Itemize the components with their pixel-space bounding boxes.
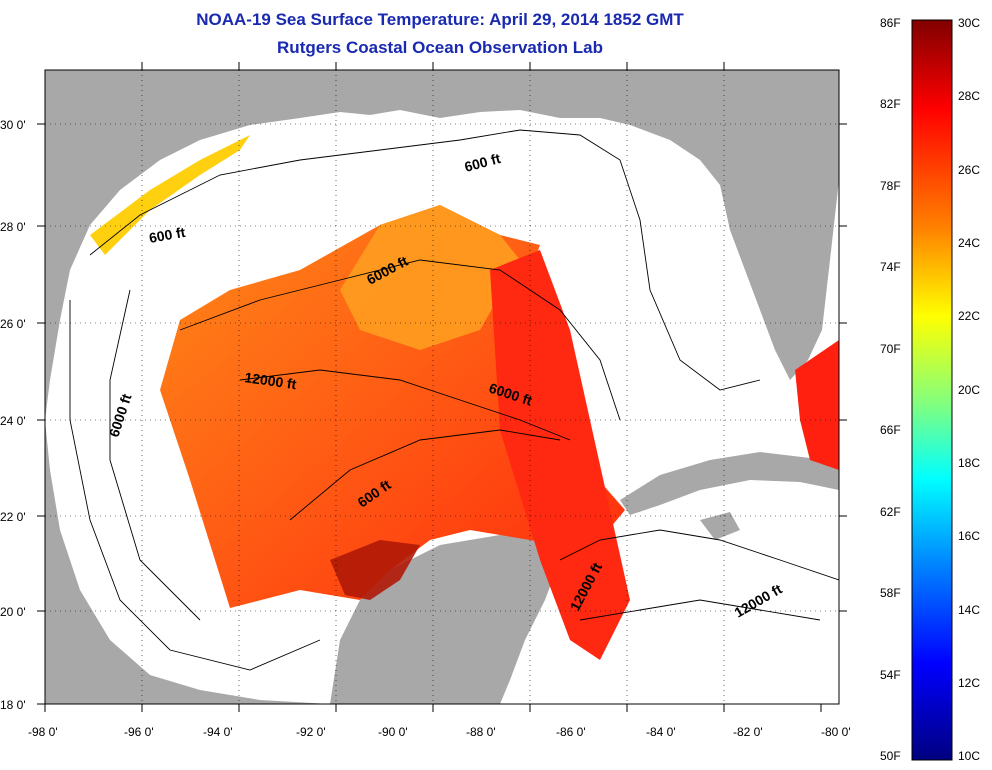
colorbar-f-label: 66F: [880, 423, 901, 437]
lat-tick-label: 18 0': [0, 698, 26, 712]
lon-tick-label: -96 0': [124, 725, 154, 739]
land-caribbean-isles: [700, 512, 740, 540]
lon-tick-label: -84 0': [646, 725, 676, 739]
colorbar-c-label: 26C: [958, 163, 980, 177]
colorbar-f-label: 54F: [880, 668, 901, 682]
map-frame: [44, 69, 840, 705]
sst-strip-straits: [795, 340, 839, 470]
lon-tick-label: -88 0': [466, 725, 496, 739]
land-us-coast: [45, 70, 839, 420]
lon-tick-label: -80 0': [821, 725, 851, 739]
land-cuba: [620, 452, 839, 515]
colorbar-f-label: 74F: [880, 260, 901, 274]
colorbar-f-label: 82F: [880, 97, 901, 111]
tick-marks: [37, 62, 847, 712]
title-line-1: NOAA-19 Sea Surface Temperature: April 2…: [196, 10, 684, 29]
sst-patch-hot: [330, 540, 420, 600]
colorbar-c-label: 28C: [958, 89, 980, 103]
lat-tick-label: 26 0': [0, 317, 26, 331]
lon-tick-label: -98 0': [28, 725, 58, 739]
colorbar-c-label: 10C: [958, 749, 980, 763]
colorbar: [911, 19, 953, 761]
land-mexico-west: [45, 420, 330, 704]
colorbar-c-label: 16C: [958, 529, 980, 543]
colorbar-f-label: 50F: [880, 749, 901, 763]
lon-tick-label: -90 0': [378, 725, 408, 739]
colorbar-c-label: 20C: [958, 383, 980, 397]
colorbar-c-label: 12C: [958, 676, 980, 690]
lon-tick-label: -86 0': [556, 725, 586, 739]
colorbar-f-label: 86F: [880, 16, 901, 30]
colorbar-f-label: 58F: [880, 586, 901, 600]
contour-label-600ft-nw: 600 ft: [148, 224, 187, 246]
sst-strip-nw: [90, 135, 250, 255]
lat-tick-label: 22 0': [0, 510, 26, 524]
colorbar-c-label: 30C: [958, 16, 980, 30]
sst-patch-cool: [340, 205, 520, 350]
colorbar-c-label: 22C: [958, 309, 980, 323]
title-line-2: Rutgers Coastal Ocean Observation Lab: [277, 38, 603, 57]
lon-tick-label: -92 0': [296, 725, 326, 739]
lon-tick-label: -94 0': [203, 725, 233, 739]
colorbar-c-label: 18C: [958, 456, 980, 470]
lat-tick-label: 20 0': [0, 605, 26, 619]
colorbar-f-label: 62F: [880, 505, 901, 519]
contour-label-12000ft-central: 12000 ft: [244, 369, 298, 392]
lon-tick-label: -82 0': [733, 725, 763, 739]
lat-tick-label: 30 0': [0, 118, 26, 132]
colorbar-c-label: 14C: [958, 603, 980, 617]
colorbar-f-label: 78F: [880, 179, 901, 193]
colorbar-f-label: 70F: [880, 342, 901, 356]
lat-tick-label: 24 0': [0, 414, 26, 428]
colorbar-c-label: 24C: [958, 236, 980, 250]
sst-strip-east: [490, 250, 630, 660]
lat-tick-label: 28 0': [0, 220, 26, 234]
graticule: [45, 70, 839, 704]
